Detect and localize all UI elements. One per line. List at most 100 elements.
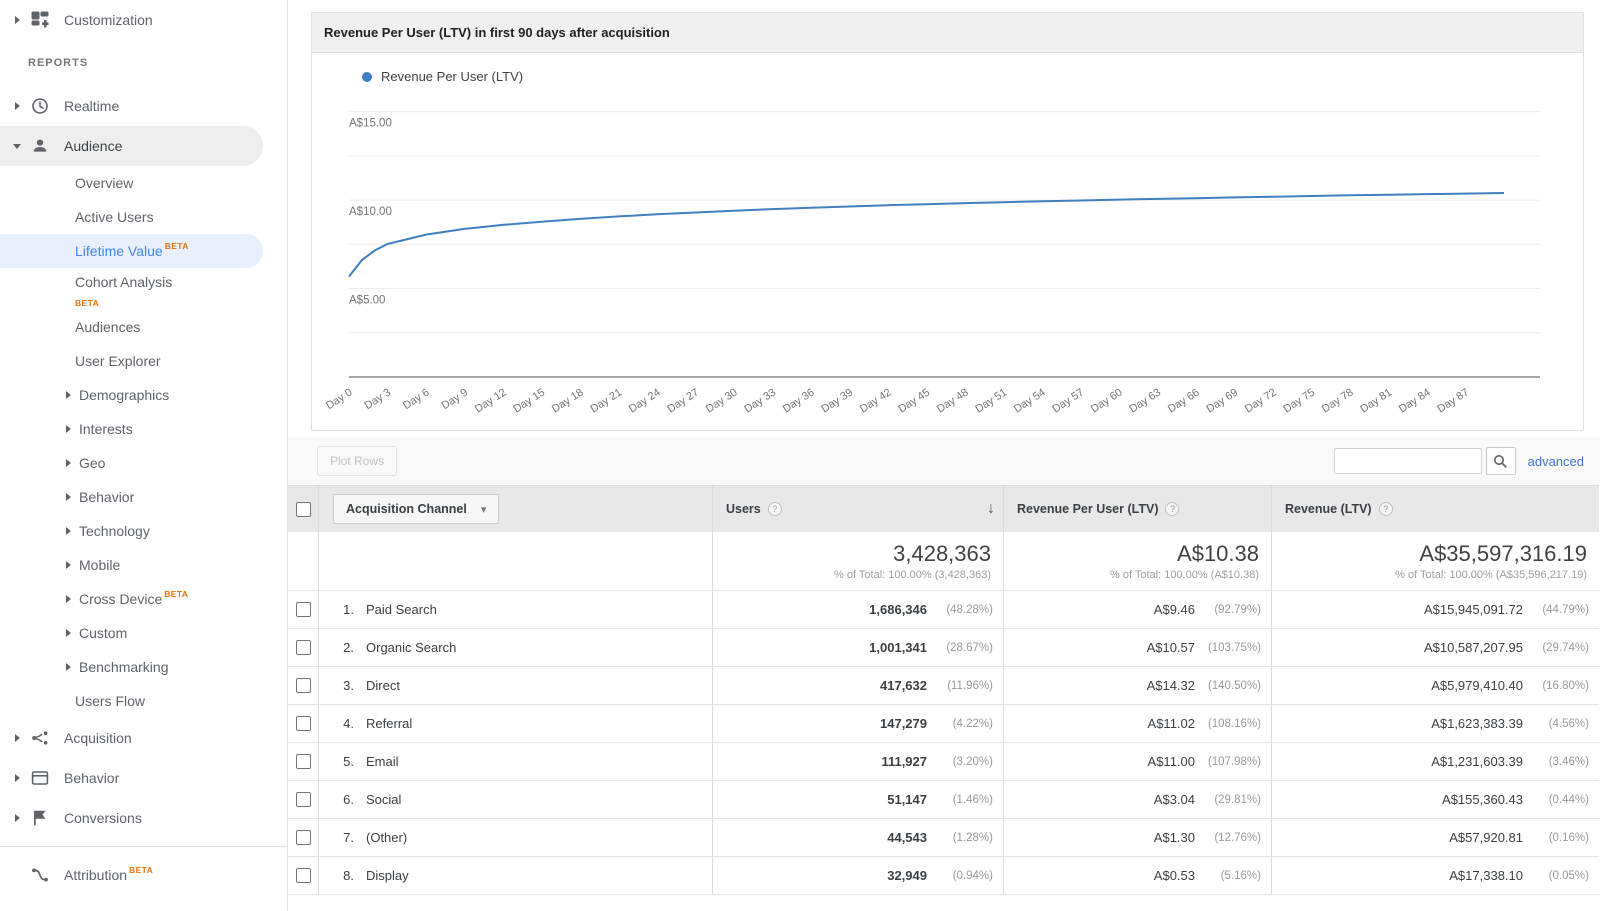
sidebar-item-benchmarking[interactable]: Benchmarking	[0, 650, 263, 684]
expand-arrow-icon[interactable]	[61, 391, 75, 399]
x-axis-label: Day 75	[1281, 386, 1317, 415]
sidebar-divider	[0, 846, 287, 847]
sidebar-item-cross-device[interactable]: Cross Device BETA	[0, 582, 263, 616]
x-axis-label: Day 18	[550, 386, 586, 415]
sidebar-item-custom[interactable]: Custom	[0, 616, 263, 650]
sidebar-item-label: Realtime	[64, 98, 120, 114]
expand-arrow-icon[interactable]	[61, 663, 75, 671]
sidebar-item-behavior[interactable]: Behavior	[0, 480, 263, 514]
channel-name: (Other)	[366, 830, 408, 845]
sort-descending-icon[interactable]: ↓	[987, 500, 995, 517]
expand-arrow-icon[interactable]	[10, 102, 24, 110]
rpu-cell: A$0.53 (5.16%)	[1003, 857, 1271, 894]
expand-arrow-icon[interactable]	[61, 493, 75, 501]
expand-arrow-icon[interactable]	[61, 425, 75, 433]
channel-cell[interactable]: 1. Paid Search	[318, 591, 712, 628]
x-axis-label: Day 72	[1243, 386, 1279, 415]
sidebar-item-demographics[interactable]: Demographics	[0, 378, 263, 412]
select-all-cell	[288, 486, 318, 532]
rpu-column-header[interactable]: Revenue Per User (LTV) ?	[1003, 486, 1271, 532]
channel-cell[interactable]: 8. Display	[318, 857, 712, 894]
sidebar-item-technology[interactable]: Technology	[0, 514, 263, 548]
channel-cell[interactable]: 3. Direct	[318, 667, 712, 704]
x-axis-label: Day 84	[1397, 386, 1433, 415]
expand-arrow-icon[interactable]	[10, 734, 24, 742]
help-icon[interactable]: ?	[767, 502, 782, 516]
y-axis-label: A$5.00	[349, 295, 385, 307]
expand-arrow-icon[interactable]	[61, 595, 75, 603]
x-axis-label: Day 24	[627, 386, 663, 415]
sidebar-item-audiences[interactable]: Audiences	[0, 310, 263, 344]
sidebar-item-customization[interactable]: Customization	[0, 0, 263, 40]
row-checkbox[interactable]	[295, 678, 311, 693]
users-cell-percent: (0.94%)	[952, 869, 993, 882]
sidebar-item-active-users[interactable]: Active Users	[0, 200, 263, 234]
x-axis-label: Day 45	[896, 386, 932, 415]
row-checkbox[interactable]	[295, 868, 311, 883]
sidebar-item-label: Customization	[64, 12, 153, 28]
users-cell: 147,279 (4.22%)	[712, 705, 1003, 742]
sidebar-item-label: Acquisition	[64, 730, 132, 746]
rpu-cell-percent: (12.76%)	[1214, 831, 1261, 844]
expand-arrow-icon[interactable]	[61, 527, 75, 535]
sidebar-item-realtime[interactable]: Realtime	[0, 86, 263, 126]
chart-legend[interactable]: Revenue Per User (LTV)	[362, 69, 523, 84]
sidebar-item-behavior[interactable]: Behavior	[0, 758, 263, 798]
rpu-cell-value: A$9.46	[1153, 602, 1195, 617]
y-axis-label: A$10.00	[349, 206, 392, 218]
channel-cell[interactable]: 7. (Other)	[318, 819, 712, 856]
revenue-cell-percent: (0.44%)	[1548, 793, 1589, 806]
totals-rpu-value: A$10.38	[1177, 540, 1259, 566]
revenue-column-header[interactable]: Revenue (LTV) ?	[1271, 486, 1599, 532]
users-column-header[interactable]: Users ? ↓	[712, 486, 1003, 532]
channel-cell[interactable]: 4. Referral	[318, 705, 712, 742]
row-checkbox-cell	[288, 629, 318, 666]
help-icon[interactable]: ?	[1165, 502, 1180, 516]
data-table: Acquisition Channel ▾ Users ? ↓ Revenue …	[288, 485, 1600, 895]
rpu-cell-value: A$11.00	[1147, 754, 1195, 769]
sidebar-item-users-flow[interactable]: Users Flow	[0, 684, 263, 718]
channel-cell[interactable]: 5. Email	[318, 743, 712, 780]
select-all-checkbox[interactable]	[296, 501, 311, 517]
plot-rows-button[interactable]: Plot Rows	[317, 446, 398, 476]
expand-arrow-icon[interactable]	[61, 561, 75, 569]
sidebar-item-lifetime-value[interactable]: Lifetime Value BETA	[0, 234, 263, 268]
x-axis-label: Day 6	[401, 386, 432, 412]
rpu-cell: A$9.46 (92.79%)	[1003, 591, 1271, 628]
row-checkbox-cell	[288, 819, 318, 856]
advanced-search-link[interactable]: advanced	[1527, 453, 1584, 469]
dimension-selector-button[interactable]: Acquisition Channel ▾	[333, 494, 500, 524]
expand-arrow-icon[interactable]	[10, 16, 24, 24]
collapse-arrow-icon[interactable]	[10, 144, 24, 149]
sidebar-item-cohort-analysis[interactable]: Cohort Analysis BETA	[0, 268, 263, 310]
rpu-cell: A$10.57 (103.75%)	[1003, 629, 1271, 666]
sidebar-item-conversions[interactable]: Conversions	[0, 798, 263, 838]
expand-arrow-icon[interactable]	[10, 774, 24, 782]
row-checkbox[interactable]	[295, 754, 311, 769]
sidebar-item-user-explorer[interactable]: User Explorer	[0, 344, 263, 378]
search-button[interactable]	[1485, 447, 1516, 475]
expand-arrow-icon[interactable]	[10, 814, 24, 822]
expand-arrow-icon[interactable]	[61, 629, 75, 637]
revenue-cell-percent: (0.16%)	[1548, 831, 1589, 844]
sidebar-item-overview[interactable]: Overview	[0, 166, 263, 200]
row-checkbox[interactable]	[295, 830, 311, 845]
row-checkbox[interactable]	[295, 640, 311, 655]
help-icon[interactable]: ?	[1378, 502, 1393, 516]
sidebar-item-label: Behavior	[79, 489, 135, 505]
expand-arrow-icon[interactable]	[61, 459, 75, 467]
sidebar-item-acquisition[interactable]: Acquisition	[0, 718, 263, 758]
row-checkbox[interactable]	[295, 792, 311, 807]
sidebar-item-geo[interactable]: Geo	[0, 446, 263, 480]
sidebar-item-mobile[interactable]: Mobile	[0, 548, 263, 582]
table-search-input[interactable]	[1333, 448, 1482, 474]
sidebar-item-audience[interactable]: Audience	[0, 126, 263, 166]
table-toolbar: Plot Rows advanced	[288, 437, 1600, 485]
sidebar-item-interests[interactable]: Interests	[0, 412, 263, 446]
channel-cell[interactable]: 2. Organic Search	[318, 629, 712, 666]
row-checkbox[interactable]	[295, 716, 311, 731]
ltv-line-chart: A$5.00 A$10.00 A$15.00 Day 0 Day 3 Day 6 Day 9…	[324, 111, 1540, 416]
channel-cell[interactable]: 6. Social	[318, 781, 712, 818]
row-checkbox[interactable]	[295, 602, 311, 617]
sidebar-item-attribution[interactable]: Attribution BETA	[0, 855, 263, 895]
